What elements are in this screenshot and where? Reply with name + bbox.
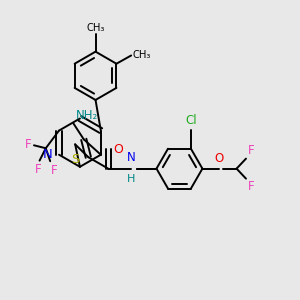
Text: O: O (113, 143, 123, 156)
Text: F: F (51, 164, 58, 176)
Text: F: F (25, 138, 32, 151)
Text: CH₃: CH₃ (133, 50, 151, 61)
Text: H: H (127, 174, 135, 184)
Text: N: N (43, 148, 52, 161)
Text: Cl: Cl (185, 114, 197, 127)
Text: CH₃: CH₃ (86, 22, 105, 32)
Text: NH₂: NH₂ (76, 109, 98, 122)
Text: F: F (248, 180, 254, 194)
Text: O: O (215, 152, 224, 165)
Text: F: F (248, 144, 254, 157)
Text: S: S (72, 153, 80, 166)
Text: N: N (127, 151, 136, 164)
Text: F: F (35, 163, 42, 176)
